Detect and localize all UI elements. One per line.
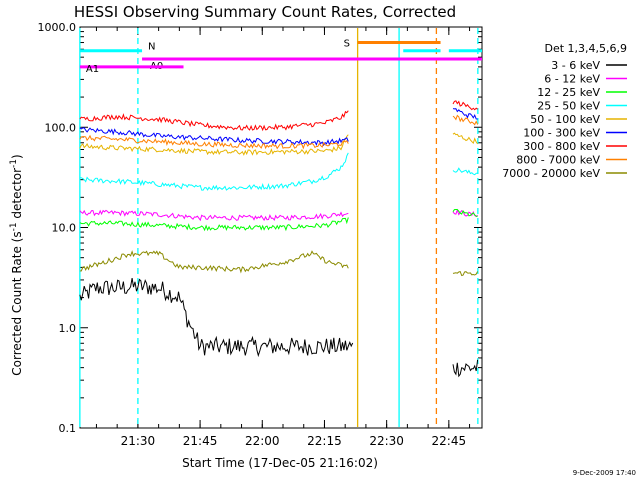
series-line-4 — [452, 132, 479, 145]
series-line-0 — [79, 278, 354, 358]
x-tick-label: 21:45 — [183, 434, 218, 448]
x-tick-label: 22:00 — [245, 434, 280, 448]
series-line-2 — [452, 209, 478, 217]
legend-label: 300 - 800 keV — [523, 140, 600, 153]
legend-title: Det 1,3,4,5,6,9 — [544, 42, 627, 55]
legend-label: 800 - 7000 keV — [516, 154, 600, 167]
y-axis-label: Corrected Count Rate (s-1 detector-1) — [9, 154, 24, 375]
axis-ticks: 0.1 1.0 10.0 100.0 1000.0 21:30 21:45 22:00 22:1… — [38, 21, 482, 448]
x-tick-label: 22:15 — [307, 434, 342, 448]
y-axis-label-main: Corrected Count Rate (s — [10, 231, 24, 375]
series-line-5 — [452, 108, 478, 120]
series-line-4 — [79, 134, 349, 156]
y-tick-label: 1000.0 — [38, 21, 77, 34]
y-axis-label-end: ) — [10, 154, 24, 159]
x-tick-label: 22:45 — [432, 434, 467, 448]
legend-label: 25 - 50 keV — [537, 100, 600, 113]
series-line-8 — [452, 270, 479, 277]
flag-label-s: S — [344, 39, 350, 50]
series-line-6 — [452, 100, 478, 111]
series-line-6 — [79, 110, 349, 132]
y-axis-label-exp1: -1 — [9, 222, 19, 231]
series-line-1 — [79, 209, 349, 222]
footer-timestamp: 9-Dec-2009 17:40 — [573, 469, 636, 477]
series-line-5 — [79, 127, 349, 147]
legend-label: 7000 - 20000 keV — [502, 167, 600, 180]
series-line-0 — [452, 359, 479, 378]
y-tick-label: 100.0 — [45, 121, 77, 134]
legend-label: 12 - 25 keV — [537, 86, 600, 99]
y-axis-label-exp2: -1 — [9, 159, 19, 168]
legend-label: 100 - 300 keV — [523, 127, 600, 140]
series-line-3 — [79, 152, 349, 191]
y-tick-label: 0.1 — [59, 422, 77, 435]
legend-label: 3 - 6 keV — [551, 59, 600, 72]
series-line-8 — [79, 250, 349, 274]
chart-title: HESSI Observing Summary Count Rates, Cor… — [74, 3, 456, 21]
series-line-7 — [452, 114, 479, 126]
series-line-3 — [452, 167, 478, 176]
series-lines — [79, 100, 479, 378]
state-flags: NA0A1S — [79, 39, 482, 75]
plot-frame — [79, 26, 483, 429]
flag-label-a1: A1 — [86, 64, 99, 75]
x-tick-label: 22:30 — [369, 434, 404, 448]
series-line-7 — [79, 134, 349, 150]
plot-area: 0.1 1.0 10.0 100.0 1000.0 21:30 21:45 22:00 22:1… — [38, 21, 483, 448]
legend-label: 50 - 100 keV — [530, 113, 600, 126]
legend-label: 6 - 12 keV — [544, 73, 600, 86]
x-tick-label: 21:30 — [121, 434, 156, 448]
y-tick-label: 10.0 — [52, 222, 77, 235]
y-tick-label: 1.0 — [59, 322, 77, 335]
y-axis-label-mid: detector — [10, 168, 24, 223]
series-line-2 — [79, 217, 349, 232]
flag-label-n: N — [148, 42, 155, 53]
x-axis-label: Start Time (17-Dec-05 21:16:02) — [182, 456, 378, 470]
